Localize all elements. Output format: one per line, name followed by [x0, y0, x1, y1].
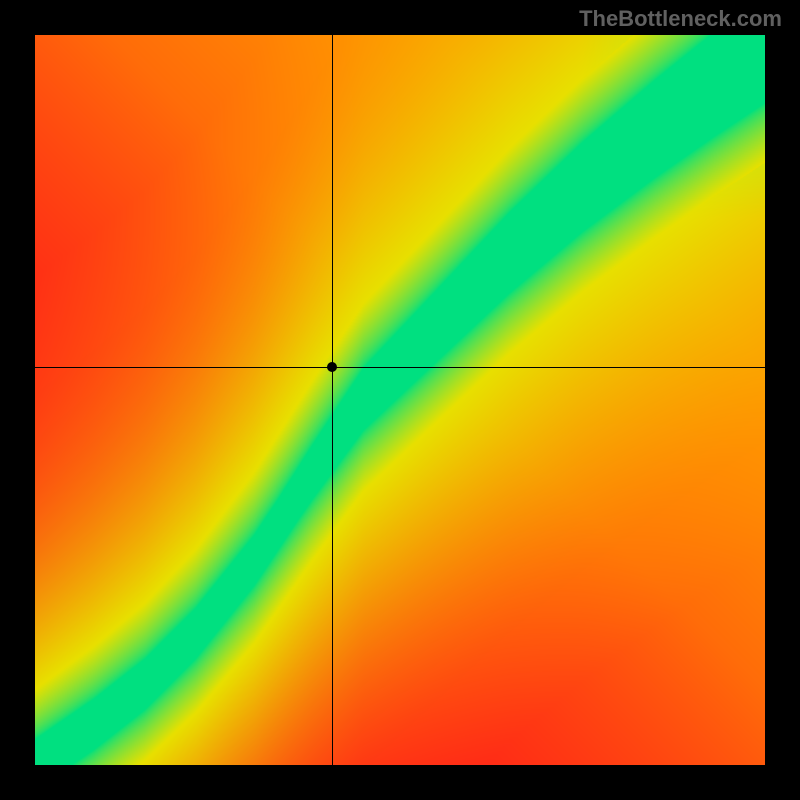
crosshair-marker [327, 362, 337, 372]
watermark-text: TheBottleneck.com [579, 6, 782, 32]
crosshair-horizontal [35, 367, 765, 368]
crosshair-vertical [332, 35, 333, 765]
heatmap-plot [35, 35, 765, 765]
heatmap-canvas [35, 35, 765, 765]
